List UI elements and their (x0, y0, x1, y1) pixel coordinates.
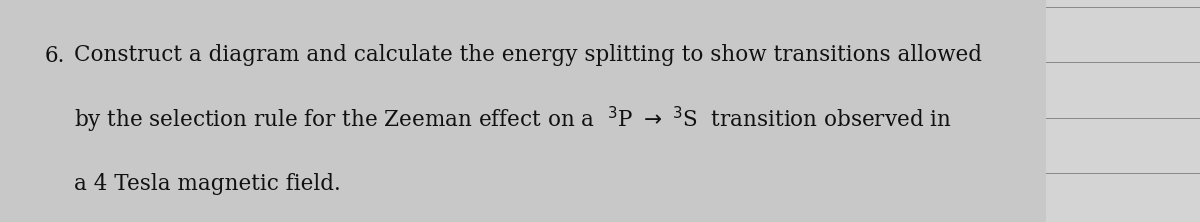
Text: 6.: 6. (44, 44, 65, 67)
Text: a 4 Tesla magnetic field.: a 4 Tesla magnetic field. (74, 173, 341, 195)
Text: Construct a diagram and calculate the energy splitting to show transitions allow: Construct a diagram and calculate the en… (74, 44, 983, 67)
Bar (1046, 0, 1200, 222)
Text: by the selection rule for the Zeeman effect on a  $^{3}$P $\rightarrow$ $^{3}$S : by the selection rule for the Zeeman eff… (74, 105, 953, 135)
